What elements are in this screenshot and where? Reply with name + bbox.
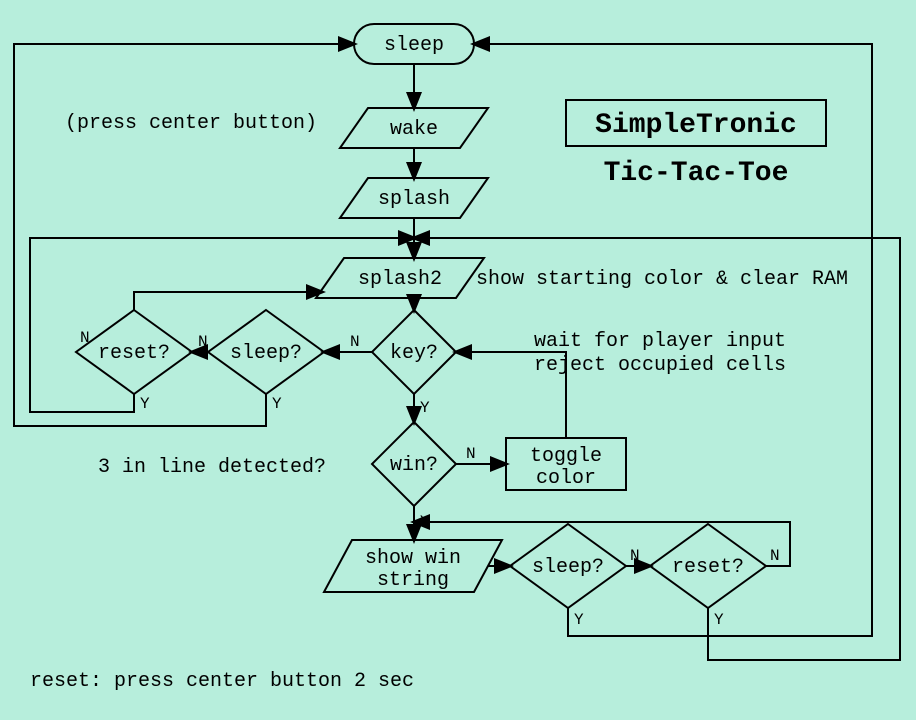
edge-label: N <box>770 547 780 565</box>
svg-text:splash2: splash2 <box>358 268 442 291</box>
svg-text:color: color <box>536 467 596 490</box>
annotation-wait_input2: reject occupied cells <box>534 354 786 377</box>
edge-label: N <box>198 333 208 351</box>
flowchart-canvas: SimpleTronic Tic-Tac-Toe sleep wake splash… <box>0 0 916 720</box>
edge-label: N <box>80 329 90 347</box>
svg-text:string: string <box>377 569 449 592</box>
svg-text:win?: win? <box>390 454 438 477</box>
title-label: SimpleTronic <box>595 110 797 141</box>
edge-label: Y <box>714 611 724 629</box>
annotation-show_start: show starting color & clear RAM <box>476 268 848 291</box>
svg-text:show win: show win <box>365 547 461 570</box>
edge-label: Y <box>574 611 584 629</box>
svg-text:key?: key? <box>390 342 438 365</box>
edge-label: N <box>350 333 360 351</box>
annotation-three_line: 3 in line detected? <box>98 456 326 479</box>
edge-label: Y <box>420 399 430 417</box>
annotation-wait_input1: wait for player input <box>534 330 786 353</box>
svg-text:reset?: reset? <box>672 556 744 579</box>
svg-text:reset?: reset? <box>98 342 170 365</box>
edge-label: Y <box>140 395 150 413</box>
svg-text:splash: splash <box>378 188 450 211</box>
svg-text:sleep?: sleep? <box>230 342 302 365</box>
annotation-reset_note: reset: press center button 2 sec <box>30 670 414 693</box>
svg-text:sleep: sleep <box>384 34 444 57</box>
subtitle-label: Tic-Tac-Toe <box>604 158 789 189</box>
edge-label: Y <box>420 513 430 531</box>
svg-text:sleep?: sleep? <box>532 556 604 579</box>
svg-text:toggle: toggle <box>530 445 602 468</box>
edge-label: N <box>466 445 476 463</box>
annotation-press_center: (press center button) <box>65 112 317 135</box>
edge-label: Y <box>272 395 282 413</box>
edge-label: N <box>630 547 640 565</box>
svg-text:wake: wake <box>390 118 438 141</box>
